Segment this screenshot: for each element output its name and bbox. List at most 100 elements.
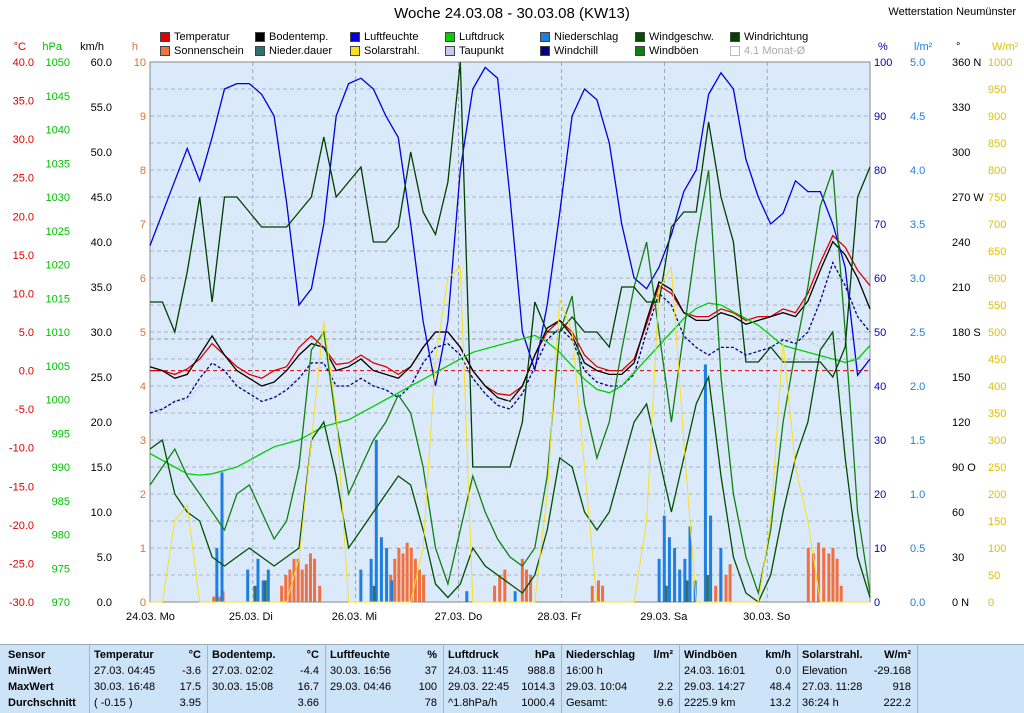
axis-unit-humidity: % — [878, 41, 888, 53]
axis-tick-temperature: -20.0 — [9, 520, 34, 532]
legend-label: 4.1 Monat-Ø — [744, 45, 806, 57]
stats-cell-label: 24.03. 16:01 — [684, 665, 746, 677]
bar-niederschlag — [256, 558, 260, 602]
legend-item: Bodentemp. — [255, 31, 328, 43]
bar-sonnenschein — [835, 558, 839, 602]
bar-sonnenschein — [304, 564, 308, 602]
bar-sonnenschein — [292, 558, 296, 602]
stats-cell-label: 27.03. 11:28 — [802, 681, 863, 693]
stats-cell-value: 2.2 — [657, 681, 673, 693]
bar-sonnenschein — [503, 569, 507, 602]
bar-niederschlag — [374, 440, 378, 602]
axis-tick-humidity: 10 — [874, 543, 886, 555]
stats-cell-label: Gesamt: — [566, 697, 608, 709]
bar-sonnenschein — [524, 569, 528, 602]
bar-sonnenschein — [218, 596, 222, 602]
stats-header: Luftdruck hPa — [444, 647, 561, 663]
axis-tick-wind_speed: 20.0 — [91, 417, 112, 429]
legend-label: Luftfeuchte — [364, 31, 419, 43]
stats-cell-label: 29.03. 10:04 — [566, 681, 628, 693]
bar-sonnenschein — [817, 542, 821, 602]
axis-tick-solar: 850 — [988, 138, 1006, 150]
axis-tick-rain: 2.5 — [910, 327, 925, 339]
legend-item: Windchill — [540, 45, 598, 57]
axis-tick-solar: 800 — [988, 165, 1006, 177]
stats-cell-label: 29.03. 22:45 — [448, 681, 510, 693]
legend-swatch — [445, 46, 455, 56]
axis-tick-sunshine: 9 — [140, 111, 146, 123]
stats-cell-value: °C — [306, 649, 319, 661]
axis-tick-pressure: 985 — [52, 496, 70, 508]
axis-tick-wind_dir: 120 — [952, 417, 970, 429]
legend-swatch — [160, 46, 170, 56]
axis-tick-solar: 650 — [988, 246, 1006, 258]
legend-item: Solarstrahl. — [350, 45, 420, 57]
axis-tick-solar: 350 — [988, 408, 1006, 420]
stats-cell-label: 27.03. 04:45 — [94, 665, 156, 677]
axis-unit-temperature: °C — [14, 41, 26, 53]
axis-tick-solar: 400 — [988, 381, 1006, 393]
legend-item: Windgeschw. — [635, 31, 714, 43]
stats-cell-label: Windböen — [684, 649, 738, 661]
stats-header: Temperatur °C — [90, 647, 207, 663]
legend-swatch — [635, 32, 645, 42]
bar-niederschlag — [513, 591, 517, 602]
bar-niederdauer — [372, 585, 376, 602]
axis-tick-humidity: 80 — [874, 165, 886, 177]
axis-tick-rain: 3.0 — [910, 273, 925, 285]
axis-tick-pressure: 990 — [52, 462, 70, 474]
series-line-taupunkt — [150, 331, 870, 410]
bar-sonnenschein — [405, 542, 409, 602]
stats-cell-label: Solarstrahl. — [802, 649, 863, 661]
axis-tick-solar: 750 — [988, 192, 1006, 204]
axis-tick-rain: 1.5 — [910, 435, 925, 447]
stats-row: 29.03. 10:04 2.2 — [562, 679, 679, 695]
stats-cell-label: 2225.9 km — [684, 697, 736, 709]
axis-tick-solar: 550 — [988, 300, 1006, 312]
axis-tick-humidity: 40 — [874, 381, 886, 393]
stats-cell-label: 27.03. 02:02 — [212, 665, 274, 677]
axis-tick-pressure: 1035 — [46, 158, 70, 170]
legend-item: Niederschlag — [540, 31, 618, 43]
stats-column: Luftdruck hPa 24.03. 11:45 988.8 29.03. 22:4… — [444, 645, 562, 713]
axis-tick-wind_dir: 240 — [952, 237, 970, 249]
stats-row: 16:00 h — [562, 663, 679, 679]
bar-sonnenschein — [498, 575, 502, 602]
axis-tick-temperature: 0.0 — [19, 366, 34, 378]
bar-niederschlag — [678, 569, 682, 602]
legend-item: 4.1 Monat-Ø — [730, 45, 805, 57]
legend-label: Windchill — [554, 45, 599, 57]
series-line-windben — [149, 169, 871, 596]
axis-tick-solar: 900 — [988, 111, 1006, 123]
bar-niederschlag — [465, 591, 469, 602]
legend-item: Luftfeuchte — [350, 31, 418, 43]
stats-cell-label: 30.03. 16:48 — [94, 681, 156, 693]
legend-swatch[interactable] — [730, 46, 740, 56]
axis-tick-solar: 300 — [988, 435, 1006, 447]
axis-tick-wind_speed: 60.0 — [91, 57, 112, 69]
stats-cell-value: 48.4 — [769, 681, 791, 693]
stats-row: 2225.9 km 13.2 — [680, 695, 797, 711]
axis-tick-wind_speed: 0.0 — [97, 597, 112, 609]
bar-sonnenschein — [288, 569, 292, 602]
axis-tick-pressure: 1030 — [46, 192, 70, 204]
stats-cell-value: 918 — [892, 681, 911, 693]
bar-sonnenschein — [417, 569, 421, 602]
stats-row: 29.03. 22:45 1014.3 — [444, 679, 561, 695]
axis-tick-wind_dir: 210 — [952, 282, 970, 294]
axis-tick-rain: 1.0 — [910, 489, 925, 501]
stats-header: Sensor — [4, 647, 89, 663]
stats-cell-value: 78 — [424, 697, 437, 709]
legend-item: Temperatur — [160, 31, 230, 43]
axis-tick-solar: 950 — [988, 84, 1006, 96]
series-line-windgeschw — [149, 330, 871, 603]
bar-sonnenschein — [397, 548, 401, 602]
stats-cell-value: 100 — [418, 681, 437, 693]
stats-cell-value: °C — [188, 649, 201, 661]
bar-niederdauer — [253, 585, 257, 602]
stats-cell-label: 24.03. 11:45 — [448, 665, 509, 677]
stats-cell-label: Bodentemp. — [212, 649, 276, 661]
axis-tick-wind_dir: 60 — [952, 507, 964, 519]
axis-tick-temperature: -10.0 — [9, 443, 34, 455]
stats-cell-value: 16.7 — [297, 681, 319, 693]
